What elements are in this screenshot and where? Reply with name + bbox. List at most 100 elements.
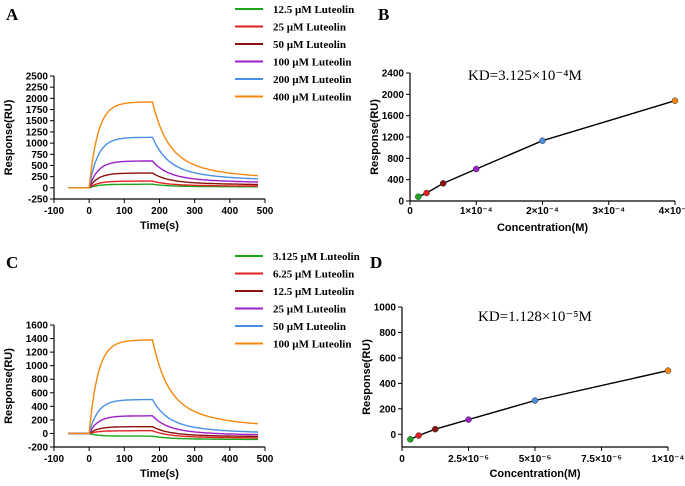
chart-a-x-axis-title: Time(s) xyxy=(140,220,179,232)
chart-b-fit-curve xyxy=(418,100,676,198)
chart-b-y-tick-label: 1200 xyxy=(382,133,405,144)
chart-b-y-tick-label: 2000 xyxy=(382,90,405,101)
chart-b-x-tick-label: 3×10⁻⁴ xyxy=(592,206,625,217)
chart-b-binding-fit: 0 1×10⁻⁴ 2×10⁻⁴ 3×10⁻⁴ 4×10⁻⁴ 0 400 800 1200 1600… xyxy=(369,68,685,234)
panel-label-a: A xyxy=(6,5,19,24)
panel-label-d: D xyxy=(370,253,382,272)
chart-a-y-tick-label: 750 xyxy=(31,150,48,161)
panel-label-b: B xyxy=(378,5,389,24)
chart-a-legend-entry: 200 µM Luteolin xyxy=(273,74,351,86)
chart-c-series-line xyxy=(68,426,258,438)
chart-c-series-line xyxy=(68,430,258,439)
chart-a-y-tick-label: 250 xyxy=(31,172,48,183)
chart-b-x-tick-label: 0 xyxy=(407,206,413,217)
chart-d-y-tick-label: 400 xyxy=(379,379,396,390)
chart-c-x-axis-title: Time(s) xyxy=(140,468,179,480)
chart-a-legend-entry: 25 µM Luteolin xyxy=(273,22,346,34)
chart-a-y-tick-label: 500 xyxy=(31,161,48,172)
chart-d-y-tick-label: 800 xyxy=(379,328,396,339)
chart-b-data-point xyxy=(671,97,679,104)
chart-a-legend-entry: 50 µM Luteolin xyxy=(273,39,346,51)
chart-d-data-point xyxy=(531,397,539,404)
chart-c-legend-entry: 100 µM Luteolin xyxy=(273,339,351,351)
chart-c-y-tick-label: 400 xyxy=(31,402,48,413)
chart-a-sensorgram: -100 0 100 200 300 400 500-2500250500750100012… xyxy=(3,4,354,232)
chart-d-x-tick-label: 1×10⁻⁴ xyxy=(652,454,685,465)
chart-c-x-tick-label: 200 xyxy=(151,454,168,465)
chart-a-legend-entry: 12.5 µM Luteolin xyxy=(273,4,354,16)
chart-d-data-point xyxy=(664,367,672,374)
chart-a-series-line xyxy=(68,160,258,189)
chart-c-x-tick-label: -100 xyxy=(44,454,64,465)
chart-b-y-tick-label: 1600 xyxy=(382,111,405,122)
chart-a-y-tick-label: -250 xyxy=(28,195,48,206)
chart-b-data-point xyxy=(473,165,480,173)
chart-a-series-line xyxy=(68,101,259,189)
chart-b-x-tick-label: 2×10⁻⁴ xyxy=(526,206,559,217)
chart-a-x-tick-label: 300 xyxy=(186,206,203,217)
chart-c-series-line xyxy=(68,339,259,435)
chart-d-data-point xyxy=(415,432,422,439)
chart-a-y-tick-label: 1750 xyxy=(26,105,49,116)
chart-d-x-tick-label: 0 xyxy=(399,454,405,465)
chart-b-y-tick-label: 800 xyxy=(387,154,404,165)
chart-c-y-tick-label: -200 xyxy=(28,443,48,454)
chart-c-y-tick-label: 1000 xyxy=(26,361,49,372)
chart-c-x-tick-label: 400 xyxy=(221,454,238,465)
chart-c-y-tick-label: 1400 xyxy=(26,334,49,345)
chart-a-x-tick-label: 500 xyxy=(257,206,274,217)
chart-b-y-axis-title: Response(RU) xyxy=(369,99,381,175)
chart-c-x-tick-label: 0 xyxy=(86,454,92,465)
chart-a-y-axis-title: Response(RU) xyxy=(3,99,15,175)
chart-a-legend-entry: 400 µM Luteolin xyxy=(273,92,351,104)
chart-a-series-line xyxy=(68,136,259,189)
chart-a-series-line xyxy=(68,183,258,189)
chart-d-x-tick-label: 5×10⁻⁵ xyxy=(519,454,552,465)
chart-a-y-tick-label: 0 xyxy=(42,183,48,194)
chart-b-data-point xyxy=(423,189,430,197)
chart-a-series-line xyxy=(68,180,258,189)
chart-a-y-tick-label: 1500 xyxy=(26,116,49,127)
chart-a-x-tick-label: 100 xyxy=(116,206,133,217)
chart-c-series-line xyxy=(68,415,259,436)
chart-c-legend-entry: 25 µM Luteolin xyxy=(273,304,346,316)
chart-d-y-tick-label: 600 xyxy=(379,353,396,364)
chart-a-y-tick-label: 1250 xyxy=(26,127,49,138)
chart-a-y-tick-label: 2500 xyxy=(26,72,49,83)
chart-b-data-point xyxy=(539,137,546,144)
chart-d-data-point xyxy=(407,436,414,443)
chart-b-y-tick-label: 2400 xyxy=(382,69,405,80)
chart-d-binding-fit: 0 2.5×10⁻⁵ 5×10⁻⁵ 7.5×10⁻⁵ 1×10⁻⁴ 0 200 400 600 8… xyxy=(361,303,684,481)
chart-d-data-point xyxy=(432,425,439,433)
chart-b-x-tick-label: 4×10⁻⁴ xyxy=(659,206,685,217)
chart-c-y-axis-title: Response(RU) xyxy=(3,348,15,424)
chart-c-series-line xyxy=(68,398,258,435)
chart-d-y-tick-label: 200 xyxy=(379,404,396,415)
chart-c-x-tick-label: 100 xyxy=(116,454,133,465)
chart-a-y-tick-label: 2250 xyxy=(26,83,49,94)
chart-b-kd-annotation: KD=3.125×10⁻⁴M xyxy=(468,68,582,84)
chart-d-kd-annotation: KD=1.128×10⁻⁵M xyxy=(478,309,592,325)
chart-c-y-tick-label: 0 xyxy=(42,429,48,440)
chart-a-series-line xyxy=(68,172,258,189)
chart-a-y-tick-label: 2000 xyxy=(26,94,49,105)
panel-label-c: C xyxy=(6,253,18,272)
chart-c-y-tick-label: 800 xyxy=(31,375,48,386)
chart-d-data-point xyxy=(465,416,472,423)
chart-d-fit-curve xyxy=(410,369,669,441)
chart-c-y-tick-label: 1600 xyxy=(26,321,49,332)
chart-a-x-tick-label: 0 xyxy=(86,206,92,217)
chart-c-legend-entry: 50 µM Luteolin xyxy=(273,321,346,333)
chart-a-x-tick-label: 200 xyxy=(151,206,168,217)
chart-b-y-tick-label: 400 xyxy=(387,175,404,186)
chart-b-x-axis-title: Concentration(M) xyxy=(497,222,588,234)
chart-d-x-axis-title: Concentration(M) xyxy=(489,468,580,480)
chart-d-y-tick-label: 0 xyxy=(390,430,396,441)
chart-d-y-axis-title: Response(RU) xyxy=(361,339,373,415)
chart-b-x-tick-label: 1×10⁻⁴ xyxy=(460,206,493,217)
chart-c-legend-entry: 12.5 µM Luteolin xyxy=(273,286,354,298)
chart-c-legend-entry: 3.125 µM Luteolin xyxy=(273,251,360,263)
chart-c-legend-entry: 6.25 µM Luteolin xyxy=(273,269,354,281)
chart-c-series-line xyxy=(68,432,258,441)
